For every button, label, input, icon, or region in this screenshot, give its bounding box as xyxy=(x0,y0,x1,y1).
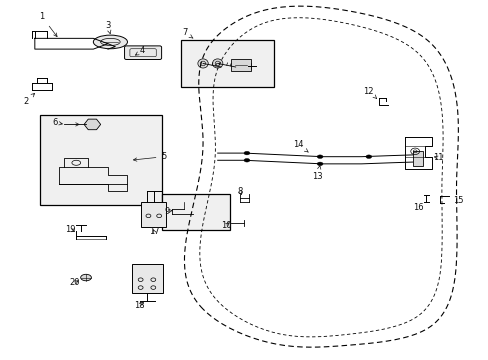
Text: 15: 15 xyxy=(452,196,463,205)
Bar xyxy=(132,264,162,293)
Bar xyxy=(412,151,423,166)
Text: 5: 5 xyxy=(133,152,166,161)
Text: 12: 12 xyxy=(363,86,376,99)
Bar xyxy=(161,194,229,230)
Text: 9: 9 xyxy=(164,207,172,216)
Text: 11: 11 xyxy=(432,153,443,162)
Text: 18: 18 xyxy=(134,301,144,310)
Text: 6: 6 xyxy=(53,118,62,127)
Text: 1: 1 xyxy=(40,12,57,37)
Ellipse shape xyxy=(365,155,371,158)
Bar xyxy=(40,116,161,205)
Ellipse shape xyxy=(317,162,323,166)
Ellipse shape xyxy=(212,59,223,68)
Bar xyxy=(230,59,251,71)
Text: 17: 17 xyxy=(149,228,159,237)
Text: 7: 7 xyxy=(182,28,192,38)
Ellipse shape xyxy=(244,151,249,155)
Ellipse shape xyxy=(317,155,323,158)
Text: 16: 16 xyxy=(412,203,423,212)
Ellipse shape xyxy=(244,158,249,162)
Bar xyxy=(141,202,166,226)
Ellipse shape xyxy=(81,274,91,281)
Text: 8: 8 xyxy=(237,187,242,196)
Ellipse shape xyxy=(93,35,127,49)
Text: 2: 2 xyxy=(23,94,35,105)
Text: 3: 3 xyxy=(105,21,111,34)
Text: 13: 13 xyxy=(312,166,322,181)
Text: 20: 20 xyxy=(69,278,80,287)
Ellipse shape xyxy=(198,59,208,68)
FancyBboxPatch shape xyxy=(124,46,161,59)
Bar xyxy=(181,40,273,87)
Text: 14: 14 xyxy=(292,140,308,152)
Text: 4: 4 xyxy=(135,46,144,55)
Text: 19: 19 xyxy=(64,225,75,234)
Text: 10: 10 xyxy=(220,221,231,230)
